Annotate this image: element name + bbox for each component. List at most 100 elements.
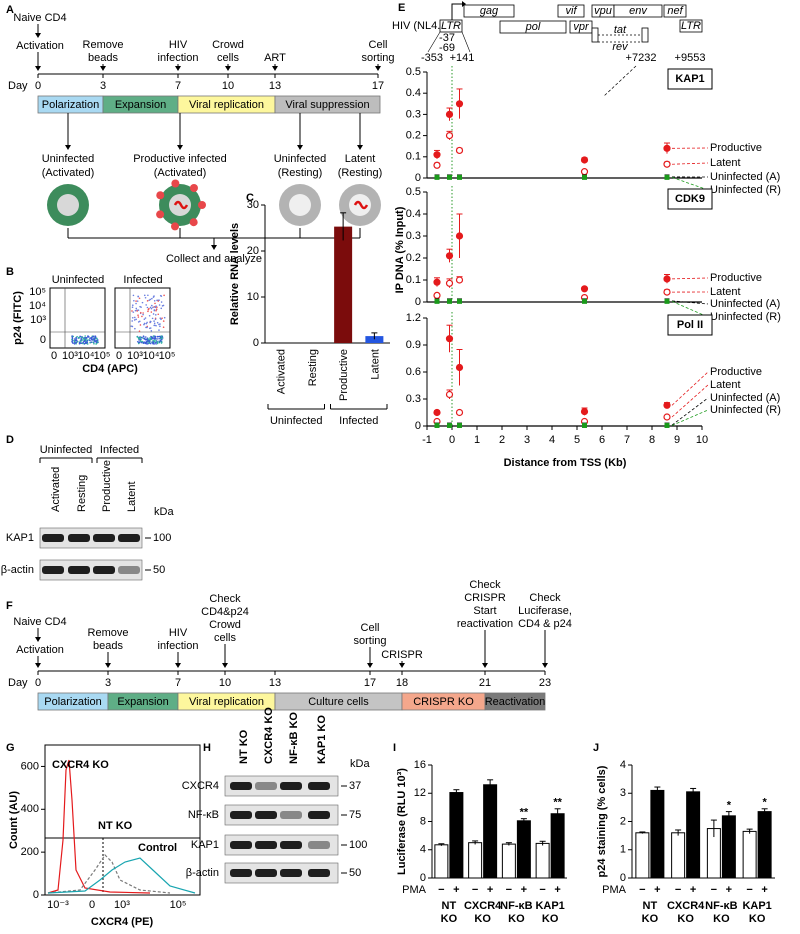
day-label: 7: [175, 80, 181, 92]
event-dot: [154, 324, 156, 327]
cell-label: Productive infected: [133, 153, 227, 165]
series-label: +: [726, 884, 732, 896]
day-label: 17: [364, 677, 376, 689]
event-dot: [136, 310, 138, 312]
legend-leader: [671, 277, 709, 280]
event-dot: [146, 300, 149, 302]
x-tick-label: 6: [599, 434, 605, 446]
day-label: 10: [219, 677, 231, 689]
bar: [449, 792, 464, 879]
gene-label: gag: [480, 5, 499, 17]
event-dot: [137, 309, 140, 311]
phase-box: [484, 692, 546, 711]
bar: [550, 813, 565, 879]
event-dot: [148, 299, 150, 302]
bar: [334, 226, 353, 343]
event-dot: [159, 325, 161, 328]
bar: [434, 844, 449, 879]
x-tick-label: 8: [649, 434, 655, 446]
y-tick-label: 0.1: [406, 151, 421, 163]
event-dot: [139, 336, 142, 339]
blot-band: [68, 566, 90, 574]
lane-label: CXCR4 KO: [263, 707, 275, 764]
arrow-head: [35, 637, 41, 642]
event-dot: [152, 335, 155, 337]
point: [455, 408, 464, 417]
blot-band: [230, 811, 252, 819]
y-axis-title: Relative RNA levels: [229, 223, 241, 325]
x-tick-label: NT: [643, 900, 658, 912]
event-dot: [94, 337, 96, 340]
y-axis-title: Count (AU): [8, 791, 20, 849]
event-dot: [147, 340, 149, 342]
x-tick-label: NF-κB: [705, 900, 737, 912]
event-dot: [153, 322, 156, 325]
legend-label: Productive: [710, 272, 762, 284]
event-dot: [163, 316, 166, 319]
event-dot: [156, 299, 158, 302]
event-dot: [155, 339, 157, 342]
event-dot: [73, 340, 76, 343]
event-dot: [154, 302, 156, 305]
point: [445, 390, 454, 399]
event-label: reactivation: [457, 618, 513, 630]
histogram-curve: [47, 854, 171, 894]
event-dot: [151, 317, 154, 320]
day-label: 21: [479, 677, 491, 689]
point: [433, 278, 441, 286]
y-axis-title: p24 staining (% cells): [596, 765, 608, 877]
event-dot: [137, 295, 140, 298]
event-dot: [90, 337, 92, 339]
legend-label: Uninfected (A): [710, 298, 780, 310]
panel-letter: G: [6, 742, 15, 754]
blot-band: [308, 841, 330, 849]
unit-label: kDa: [154, 506, 174, 518]
x-tick-label: KO: [677, 913, 694, 925]
series-label: +: [554, 884, 560, 896]
event-dot: [131, 325, 134, 328]
x-tick-label: 10³: [62, 350, 78, 362]
x-tick-label: 5: [574, 434, 580, 446]
series-label: +: [453, 884, 459, 896]
event-dot: [153, 309, 156, 311]
group-label: Uninfected: [40, 444, 93, 456]
row-label: NF-κB: [188, 809, 219, 821]
point: [447, 298, 452, 304]
blot-band: [93, 534, 115, 542]
event-label: Cell: [369, 39, 388, 51]
event-dot: [145, 338, 148, 341]
arrow-head: [222, 663, 228, 668]
blot-band: [255, 811, 277, 819]
event-dot: [144, 338, 147, 341]
point: [582, 422, 587, 428]
exon-box: [591, 27, 599, 43]
event-dot: [144, 317, 147, 319]
event-dot: [139, 324, 142, 326]
day-title: Day: [8, 80, 28, 92]
event-dot: [156, 338, 158, 340]
phase-label: Viral suppression: [285, 99, 369, 111]
phase-label: Polarization: [42, 99, 99, 111]
point: [433, 408, 441, 417]
x-tick-label: -1: [422, 434, 432, 446]
event-dot: [83, 338, 86, 341]
event-dot: [145, 304, 147, 306]
event-dot: [96, 339, 99, 342]
event-label: Cell: [361, 622, 380, 634]
y-axis-title: IP DNA (% Input): [394, 206, 406, 293]
bar: [686, 791, 701, 879]
x-tick-label: 0: [116, 350, 122, 362]
cell-nucleus: [57, 194, 79, 216]
zoom-line: [603, 65, 637, 97]
event-dot: [154, 318, 157, 321]
x-tick-label: KO: [642, 913, 659, 925]
event-dot: [161, 317, 163, 320]
site-label: -69: [439, 42, 455, 54]
blot-band: [308, 811, 330, 819]
series-label: −: [639, 884, 645, 896]
series-label: +: [521, 884, 527, 896]
series-label: −: [506, 884, 512, 896]
event-dot: [153, 300, 156, 302]
event-label: Activation: [16, 40, 64, 52]
event-dot: [153, 339, 156, 342]
